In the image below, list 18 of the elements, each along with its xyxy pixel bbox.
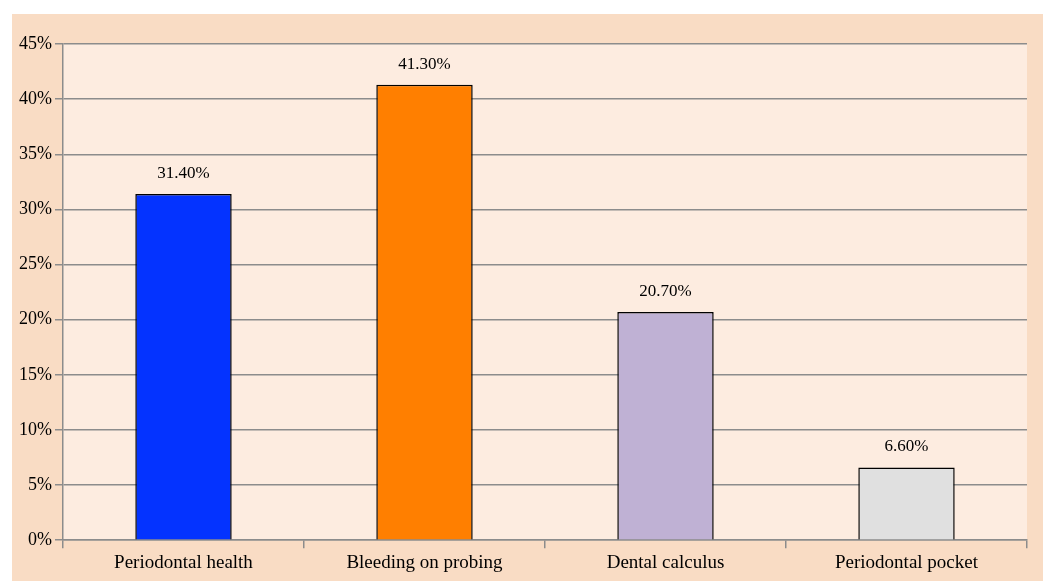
y-tick-label: 15% [18,363,52,384]
x-tick-label: Dental calculus [606,550,725,572]
y-tick-label: 5% [27,473,52,494]
data-label: 41.30% [398,53,451,73]
y-tick-label: 25% [18,253,52,274]
y-tick-label: 35% [18,143,52,163]
x-tick-label: Bleeding on probing [346,550,504,572]
y-tick-label: 20% [18,308,52,329]
data-label: 6.60% [884,436,929,456]
x-tick-label: Periodontal pocket [835,550,979,572]
y-tick-label: 30% [18,198,52,219]
data-label: 31.40% [157,162,210,182]
y-tick-label: 0% [27,528,52,549]
data-label: 20.70% [639,280,692,300]
x-tick-label: Periodontal health [114,550,254,572]
y-tick-label: 45% [18,32,52,53]
y-tick-label: 10% [18,418,52,439]
y-tick-label: 40% [18,87,52,108]
